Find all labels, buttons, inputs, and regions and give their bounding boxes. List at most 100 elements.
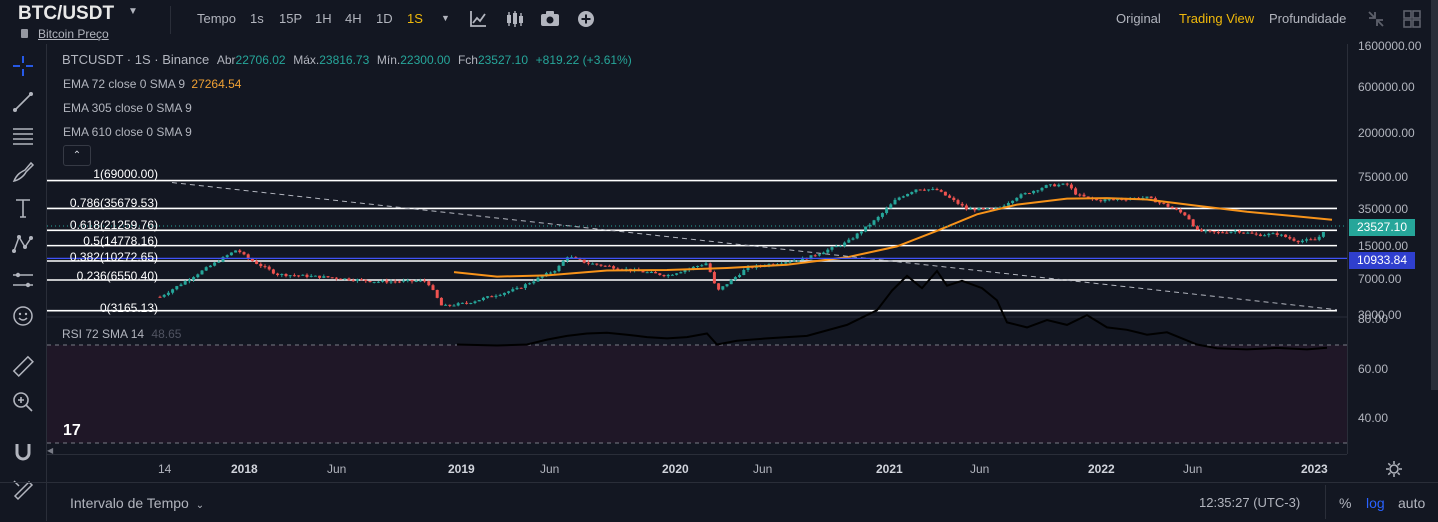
auto-scale-toggle[interactable]: auto bbox=[1398, 495, 1426, 511]
tab-original[interactable]: Original bbox=[1116, 11, 1161, 26]
brush-icon[interactable] bbox=[9, 158, 37, 186]
grid-icon[interactable] bbox=[1401, 8, 1423, 30]
indicator-icon[interactable] bbox=[467, 8, 489, 30]
legend-symbol[interactable]: BTCUSDT bbox=[62, 52, 124, 67]
text-icon[interactable] bbox=[9, 194, 37, 222]
candle-body bbox=[1006, 203, 1010, 206]
time-tick: 2020 bbox=[662, 462, 689, 476]
time-tick: 2019 bbox=[448, 462, 475, 476]
candle-body bbox=[414, 280, 418, 282]
ruler-icon[interactable] bbox=[9, 352, 37, 380]
trend-line-icon[interactable] bbox=[9, 88, 37, 116]
candle-body bbox=[649, 272, 653, 274]
candle-body bbox=[376, 281, 380, 283]
candle-body bbox=[490, 296, 494, 298]
lock-drawing-icon[interactable] bbox=[9, 474, 37, 502]
candle-body bbox=[238, 250, 242, 253]
chevron-down-icon[interactable]: ▼ bbox=[128, 6, 138, 17]
projection-icon[interactable] bbox=[9, 266, 37, 294]
price-tick: 35000.00 bbox=[1358, 202, 1409, 216]
tab-depth[interactable]: Profundidade bbox=[1269, 11, 1347, 26]
add-icon[interactable] bbox=[575, 8, 597, 30]
pattern-icon[interactable] bbox=[9, 230, 37, 258]
time-range-dropdown[interactable]: Intervalo de Tempo ⌄ bbox=[70, 495, 204, 511]
candle-body bbox=[868, 224, 872, 227]
candle-body bbox=[553, 271, 557, 273]
symbol-title[interactable]: BTC/USDT bbox=[18, 3, 115, 24]
symbol-subtitle-link[interactable]: Bitcoin Preço bbox=[38, 27, 109, 41]
candle-body bbox=[431, 285, 435, 290]
interval-15p[interactable]: 15P bbox=[279, 11, 303, 26]
candle-body bbox=[549, 272, 553, 274]
time-axis[interactable] bbox=[47, 454, 1347, 483]
candle-body bbox=[1158, 202, 1162, 204]
candle-body bbox=[809, 255, 813, 260]
candle-body bbox=[822, 252, 826, 255]
candle-body bbox=[1246, 232, 1250, 234]
settings-icon[interactable] bbox=[1385, 460, 1403, 478]
candle-body bbox=[351, 280, 355, 282]
candle-body bbox=[931, 188, 935, 190]
magnet-icon[interactable] bbox=[9, 438, 37, 466]
candle-body bbox=[721, 286, 725, 290]
percent-scale-toggle[interactable]: % bbox=[1339, 495, 1352, 511]
ema2-legend[interactable]: EMA 305 close 0 SMA 9 bbox=[63, 101, 192, 115]
candle-body bbox=[1263, 235, 1267, 237]
candle-body bbox=[939, 190, 943, 192]
scroll-left-icon[interactable]: ◀ bbox=[47, 446, 54, 455]
emoji-icon[interactable] bbox=[9, 302, 37, 330]
chart-canvas[interactable] bbox=[47, 44, 1347, 454]
candle-body bbox=[893, 199, 897, 205]
log-scale-toggle[interactable]: log bbox=[1366, 495, 1385, 511]
candle-body bbox=[423, 280, 427, 282]
candle-body bbox=[439, 297, 443, 306]
candle-body bbox=[213, 262, 217, 266]
candle-body bbox=[519, 287, 523, 289]
tab-trading-view[interactable]: Trading View bbox=[1179, 11, 1255, 26]
ema1-legend[interactable]: EMA 72 close 0 SMA 9 27264.54 bbox=[63, 77, 241, 91]
candle-body bbox=[297, 275, 301, 277]
candle-type-icon[interactable] bbox=[504, 8, 526, 30]
candle-body bbox=[1317, 236, 1321, 240]
candle-body bbox=[1103, 199, 1107, 202]
zoom-icon[interactable] bbox=[9, 388, 37, 416]
legend-exchange: Binance bbox=[162, 52, 210, 67]
scrollbar[interactable] bbox=[1431, 0, 1438, 390]
crosshair-icon[interactable] bbox=[9, 52, 37, 80]
interval-1s[interactable]: 1s bbox=[250, 11, 264, 26]
candle-body bbox=[276, 273, 280, 276]
candle-body bbox=[166, 292, 170, 295]
interval-1h[interactable]: 1H bbox=[315, 11, 332, 26]
interval-1w[interactable]: 1S bbox=[407, 11, 423, 26]
candle-body bbox=[1305, 239, 1309, 241]
candle-body bbox=[1258, 234, 1262, 237]
intervals-dropdown-icon[interactable]: ▼ bbox=[441, 13, 450, 23]
ema3-legend[interactable]: EMA 610 close 0 SMA 9 bbox=[63, 125, 192, 139]
candle-body bbox=[1116, 199, 1120, 201]
interval-1d[interactable]: 1D bbox=[376, 11, 393, 26]
candle-body bbox=[523, 284, 527, 288]
candle-body bbox=[385, 280, 389, 283]
camera-icon[interactable] bbox=[539, 8, 561, 30]
time-tick: 2022 bbox=[1088, 462, 1115, 476]
candle-body bbox=[502, 292, 506, 295]
candle-body bbox=[460, 302, 464, 304]
candle-body bbox=[872, 220, 876, 225]
candle-body bbox=[1149, 196, 1153, 199]
fib-retracement-icon[interactable] bbox=[9, 122, 37, 150]
candle-body bbox=[696, 265, 700, 267]
divider bbox=[170, 6, 171, 34]
candle-body bbox=[255, 261, 259, 264]
candle-body bbox=[1057, 184, 1061, 187]
fullscreen-icon[interactable] bbox=[1365, 8, 1387, 30]
collapse-legend-button[interactable]: ⌃ bbox=[63, 145, 91, 166]
candle-body bbox=[826, 249, 830, 253]
candle-body bbox=[1296, 240, 1300, 243]
open-value: 22706.02 bbox=[235, 53, 286, 67]
clock[interactable]: 12:35:27 (UTC-3) bbox=[1199, 495, 1301, 510]
interval-4h[interactable]: 4H bbox=[345, 11, 362, 26]
rsi-legend[interactable]: RSI 72 SMA 14 48.65 bbox=[62, 327, 181, 341]
price-axis[interactable] bbox=[1347, 44, 1432, 454]
candle-body bbox=[670, 274, 674, 276]
candle-body bbox=[582, 259, 586, 263]
